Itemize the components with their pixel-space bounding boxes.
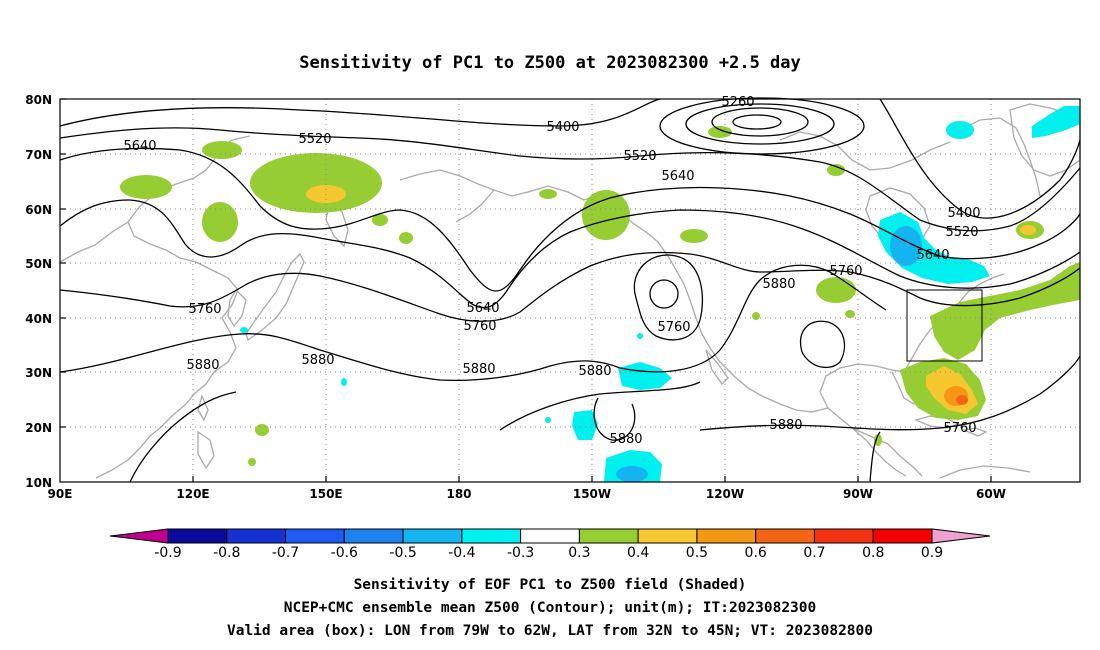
caption-line-3: Valid area (box): LON from 79W to 62W, L…	[227, 623, 873, 639]
contour-label: 5880	[769, 418, 802, 433]
lat-tick-label: 80N	[25, 93, 52, 107]
contour-label: 5640	[123, 139, 156, 154]
contour-label: 5880	[609, 432, 642, 447]
contour-label: 5400	[546, 120, 579, 135]
lon-tick-label: 150E	[309, 487, 342, 501]
lat-tick-label: 20N	[25, 421, 52, 435]
caption-line-1: Sensitivity of EOF PC1 to Z500 field (Sh…	[354, 577, 747, 593]
colorbar-label: 0.5	[686, 545, 708, 561]
contour-label: 5880	[578, 364, 611, 379]
colorbar-bin	[285, 528, 345, 544]
lat-tick-label: 30N	[25, 366, 52, 380]
lon-tick-label: 120W	[706, 487, 744, 501]
colorbar-label: -0.6	[331, 545, 358, 561]
lat-tick-label: 50N	[25, 257, 52, 271]
lon-tick-label: 180	[446, 487, 471, 501]
colorbar-label: -0.8	[213, 545, 240, 561]
lon-tick-label: 120E	[176, 487, 209, 501]
contour-label: 5880	[462, 362, 495, 377]
lat-tick-label: 10N	[25, 476, 52, 490]
colorbar-label: -0.4	[448, 545, 475, 561]
contour-label: 5760	[943, 421, 976, 436]
colorbar-bin	[872, 528, 933, 544]
contour-label: 5520	[945, 225, 978, 240]
contour-label: 5760	[829, 264, 862, 279]
colorbar-bin	[813, 528, 874, 544]
contour-label: 5760	[188, 302, 221, 317]
contour-label: 5640	[916, 248, 949, 263]
colorbar-neg-tip	[109, 528, 169, 544]
contour-label: 5520	[623, 149, 656, 164]
colorbar-bin	[696, 528, 757, 544]
lon-tick-label: 150W	[573, 487, 611, 501]
figure-title: Sensitivity of PC1 to Z500 at 2023082300…	[299, 53, 801, 73]
lat-tick-label: 60N	[25, 203, 52, 217]
contour-label: 5640	[466, 301, 499, 316]
contour-label-group: 5260 5400 5520 5640 5640 5520 5400 5640 …	[123, 95, 980, 447]
longitude-axis: 90E 120E 150E 180 150W 120W 90W 60W	[48, 487, 1006, 501]
colorbar-label: -0.5	[389, 545, 416, 561]
contour-label: 5760	[657, 320, 690, 335]
z500-contours	[59, 97, 1081, 483]
colorbar-bin	[578, 528, 639, 544]
colorbar-bins	[167, 528, 933, 544]
graticule	[60, 99, 1080, 482]
lon-tick-label: 60W	[976, 487, 1006, 501]
colorbar-bin	[343, 528, 404, 544]
contour-label: 5640	[661, 169, 694, 184]
contour-label: 5260	[721, 95, 754, 110]
colorbar: -0.9 -0.8 -0.7 -0.6 -0.5 -0.4 -0.3 0.3 0.4 0.5 0.6…	[109, 528, 991, 561]
colorbar-label: 0.4	[627, 545, 649, 561]
colorbar-bin	[461, 528, 522, 544]
lat-tick-label: 70N	[25, 148, 52, 162]
colorbar-label: 0.7	[803, 545, 825, 561]
contour-label: 5880	[301, 353, 334, 368]
latitude-axis: 80N 70N 60N 50N 40N 30N 20N 10N	[25, 93, 52, 490]
caption-line-2: NCEP+CMC ensemble mean Z500 (Contour); u…	[284, 600, 817, 616]
coastlines	[59, 103, 1081, 479]
colorbar-label: 0.9	[921, 545, 943, 561]
contour-label: 5760	[463, 319, 496, 334]
lat-tick-label: 40N	[25, 312, 52, 326]
colorbar-bin	[226, 528, 287, 544]
lon-tick-label: 90E	[48, 487, 73, 501]
colorbar-bin	[520, 528, 580, 544]
map-panel: 5260 5400 5520 5640 5640 5520 5400 5640 …	[59, 95, 1081, 483]
lon-tick-label: 90W	[843, 487, 873, 501]
contour-label: 5880	[762, 277, 795, 292]
tick-marks	[60, 98, 992, 482]
colorbar-bin	[637, 528, 698, 544]
colorbar-label: -0.3	[507, 545, 534, 561]
contour-label: 5400	[947, 206, 980, 221]
colorbar-pos-tip	[931, 528, 991, 544]
contour-label: 5880	[186, 358, 219, 373]
colorbar-bin	[755, 528, 815, 544]
shaded-sensitivity	[120, 106, 1080, 482]
colorbar-bin	[402, 528, 463, 544]
contour-label: 5520	[298, 132, 331, 147]
colorbar-label: 0.3	[568, 545, 590, 561]
colorbar-label: 0.6	[745, 545, 767, 561]
colorbar-label: -0.9	[154, 545, 181, 561]
colorbar-bin	[167, 528, 228, 544]
colorbar-label: -0.7	[272, 545, 299, 561]
colorbar-labels: -0.9 -0.8 -0.7 -0.6 -0.5 -0.4 -0.3 0.3 0.4 0.5 0.6…	[154, 545, 943, 561]
valid-area-box	[906, 289, 983, 362]
colorbar-label: 0.8	[862, 545, 884, 561]
